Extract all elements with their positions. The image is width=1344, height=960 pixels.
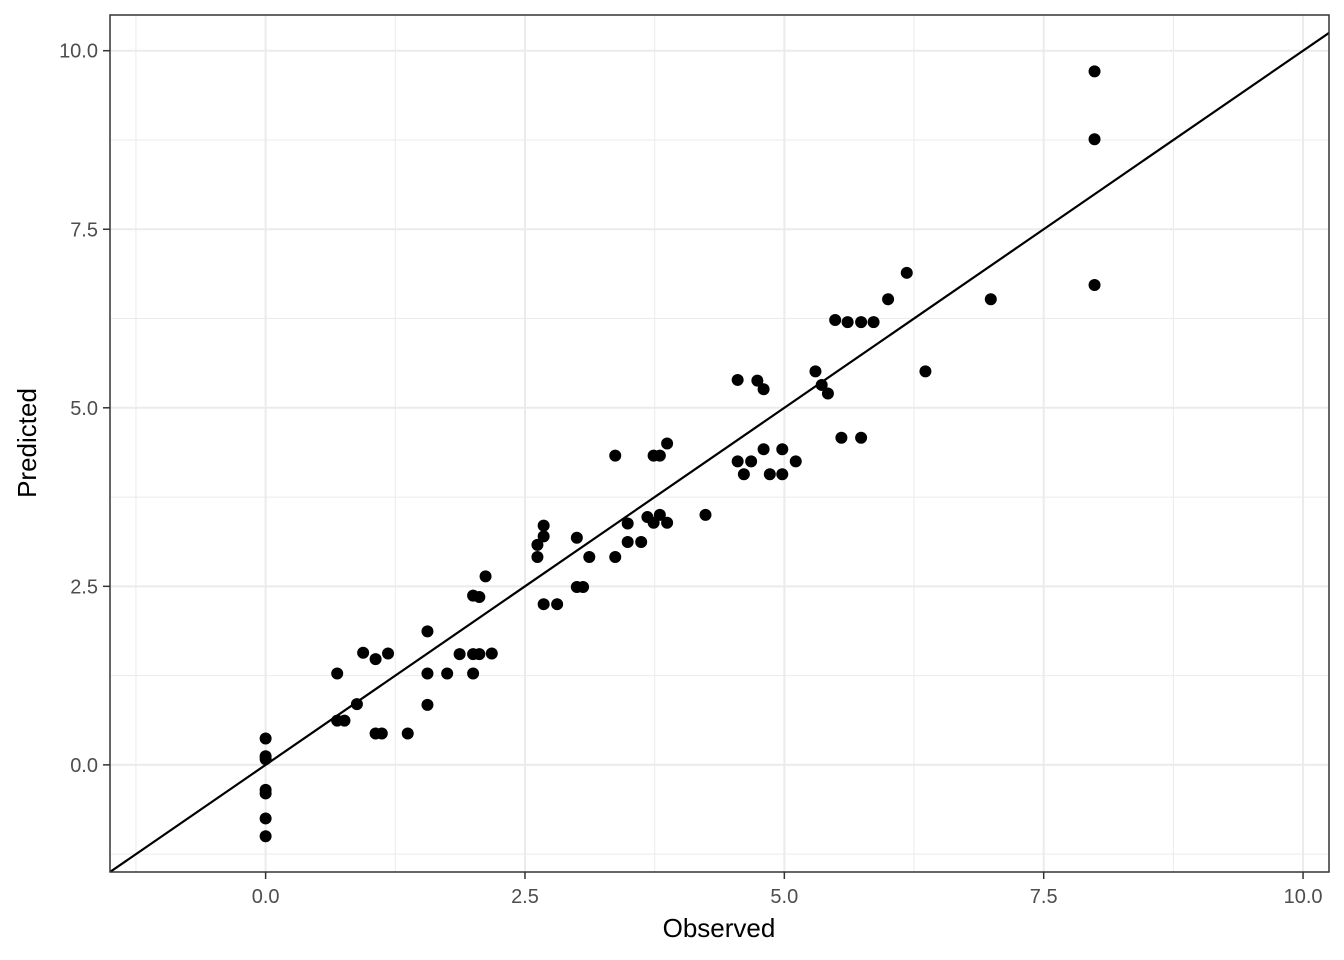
data-point <box>757 383 770 396</box>
data-point <box>1088 278 1101 291</box>
y-tick-label: 2.5 <box>70 576 98 598</box>
data-point <box>259 812 272 825</box>
data-point <box>537 519 550 532</box>
data-points <box>259 65 1101 843</box>
data-point <box>609 551 622 564</box>
data-point <box>699 508 712 521</box>
data-point <box>919 365 932 378</box>
x-tick-label: 7.5 <box>1030 886 1058 908</box>
data-point <box>621 536 634 549</box>
data-point <box>350 698 363 711</box>
data-point <box>331 667 344 680</box>
data-point <box>441 667 454 680</box>
data-point <box>763 468 776 481</box>
data-point <box>809 365 822 378</box>
y-axis-ticks: 0.0 2.5 5.0 7.5 10.0 <box>59 41 110 777</box>
data-point <box>751 374 764 387</box>
data-point <box>882 293 895 306</box>
x-tick-label: 0.0 <box>252 886 280 908</box>
y-tick-label: 0.0 <box>70 755 98 777</box>
data-point <box>473 648 486 661</box>
data-point <box>421 698 434 711</box>
data-point <box>855 431 868 444</box>
data-point <box>900 266 913 279</box>
data-point <box>467 667 480 680</box>
data-point <box>479 570 492 583</box>
data-point <box>776 468 789 481</box>
identity-line-group <box>110 31 1329 872</box>
data-point <box>1088 133 1101 146</box>
plot-panel <box>110 15 1329 872</box>
data-point <box>815 378 828 391</box>
data-point <box>259 787 272 800</box>
data-point <box>867 316 880 329</box>
y-tick-label: 5.0 <box>70 398 98 420</box>
data-point <box>841 316 854 329</box>
x-axis-ticks: 0.0 2.5 5.0 7.5 10.0 <box>252 872 1323 908</box>
data-point <box>473 591 486 604</box>
data-point <box>259 830 272 843</box>
data-point <box>776 443 789 456</box>
data-point <box>338 714 351 727</box>
data-point <box>621 517 634 530</box>
data-point <box>789 455 802 468</box>
data-point <box>382 647 395 660</box>
panel-border <box>109 14 1330 873</box>
data-point <box>421 625 434 638</box>
data-point <box>259 732 272 745</box>
data-point <box>757 443 770 456</box>
data-point <box>369 653 382 666</box>
identity-line <box>110 31 1329 872</box>
data-point <box>821 387 834 400</box>
minor-gridlines <box>110 15 1329 872</box>
x-tick-label: 10.0 <box>1284 886 1323 908</box>
data-point <box>653 508 666 521</box>
data-point <box>661 516 674 529</box>
data-point <box>609 449 622 462</box>
major-gridlines <box>110 15 1329 872</box>
data-point <box>375 727 388 740</box>
data-point <box>745 455 758 468</box>
data-point <box>537 598 550 611</box>
data-point <box>635 536 648 549</box>
data-point <box>531 538 544 551</box>
data-point <box>737 468 750 481</box>
data-point <box>421 667 434 680</box>
data-point <box>357 646 370 659</box>
y-axis-title: Predicted <box>12 388 42 498</box>
data-point <box>401 727 414 740</box>
data-point <box>577 581 590 594</box>
data-point <box>835 431 848 444</box>
data-point <box>551 598 564 611</box>
data-point <box>1088 65 1101 78</box>
data-point <box>731 373 744 386</box>
x-tick-label: 5.0 <box>770 886 798 908</box>
data-point <box>855 316 868 329</box>
data-point <box>570 531 583 544</box>
y-tick-label: 7.5 <box>70 219 98 241</box>
data-point <box>731 455 744 468</box>
data-point <box>259 753 272 766</box>
data-point <box>653 449 666 462</box>
data-point <box>453 648 466 661</box>
y-tick-label: 10.0 <box>59 41 98 63</box>
data-point <box>984 293 997 306</box>
data-point <box>537 530 550 543</box>
x-tick-label: 2.5 <box>511 886 539 908</box>
data-point <box>661 437 674 450</box>
data-point <box>485 647 498 660</box>
x-axis-title: Observed <box>663 913 776 943</box>
data-point <box>829 313 842 326</box>
data-point <box>531 551 544 564</box>
data-point <box>583 551 596 564</box>
